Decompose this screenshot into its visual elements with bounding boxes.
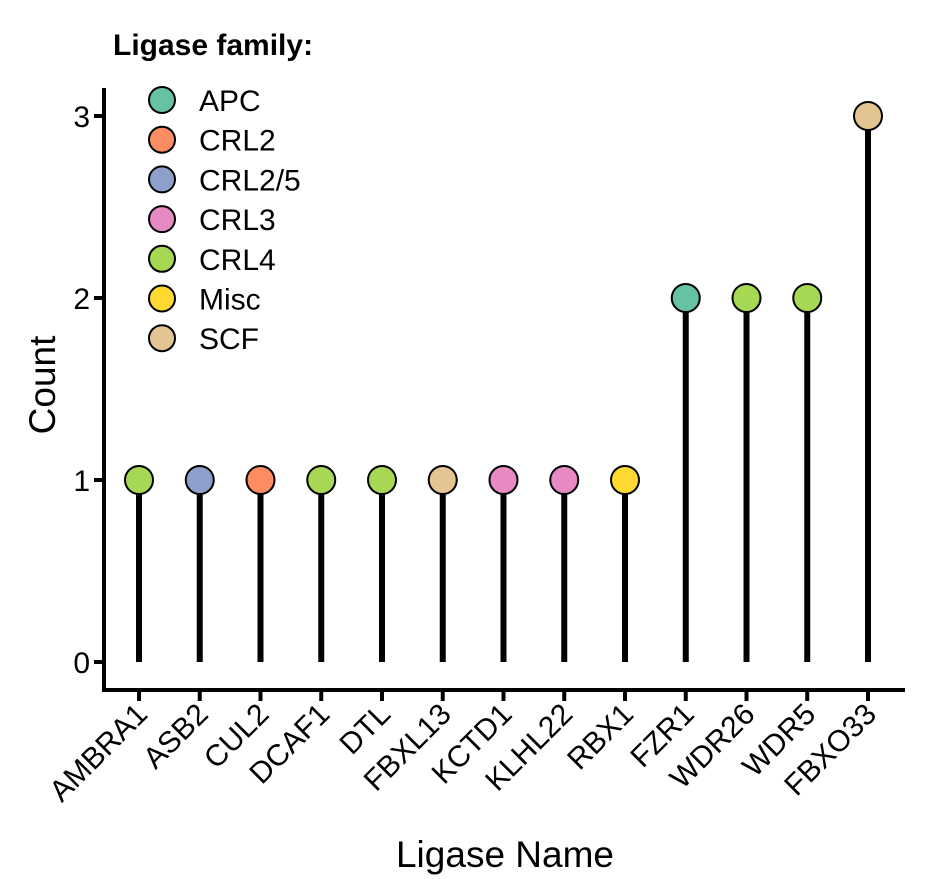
legend-label: SCF [199, 323, 259, 356]
x-ticks: AMBRA1ASB2CUL2DCAF1DTLFBXL13KCTD1KLHL22R… [43, 690, 883, 808]
y-tick-label: 0 [73, 647, 90, 680]
legend-label: CRL2/5 [199, 164, 301, 197]
legend-swatch [148, 284, 176, 313]
legend-title: Ligase family: [113, 29, 313, 62]
y-tick-label: 3 [73, 101, 90, 134]
legend-swatch [148, 165, 176, 194]
lollipop-dot [367, 465, 397, 495]
y-tick-label: 2 [73, 283, 90, 316]
legend-label: APC [199, 85, 261, 118]
lollipop-dot [124, 465, 154, 495]
legend-swatch [148, 244, 176, 273]
lollipop-dot [792, 283, 823, 313]
legend-label: CRL2 [199, 125, 276, 158]
legend-label: Misc [199, 284, 261, 317]
y-axis: 0 1 2 3 [73, 88, 106, 690]
lollipop-dot [306, 465, 337, 495]
x-axis-title: Ligase Name [396, 834, 614, 875]
legend-swatch [148, 125, 176, 154]
y-ticks: 0 1 2 3 [73, 101, 104, 680]
lollipop-dot [670, 283, 701, 313]
lollipop-stems [136, 116, 871, 662]
legend-swatch [148, 324, 176, 353]
lollipop-dot [488, 465, 519, 495]
lollipop-dot [549, 465, 580, 495]
legend-label: CRL3 [199, 204, 276, 237]
legend: Ligase family: APC CRL2 CRL2/5 CRL3 CRL4 Misc… [113, 29, 313, 356]
y-axis-title: Count [22, 335, 63, 434]
lollipop-dot [245, 465, 276, 495]
lollipop-dot [731, 283, 762, 313]
lollipop-dot [184, 465, 215, 495]
legend-label: CRL4 [199, 244, 276, 277]
x-axis: AMBRA1ASB2CUL2DCAF1DTLFBXL13KCTD1KLHL22R… [43, 688, 905, 808]
lollipop-dot [610, 465, 640, 495]
y-tick-label: 1 [73, 465, 90, 498]
legend-items: APC CRL2 CRL2/5 CRL3 CRL4 Misc SCF [148, 85, 301, 356]
lollipop-dots [124, 101, 883, 495]
x-tick-label: RBX1 [561, 698, 640, 777]
x-tick-label: ASB2 [137, 698, 215, 776]
legend-swatch [148, 205, 176, 234]
lollipop-dot [853, 101, 883, 131]
lollipop-dot [427, 465, 458, 495]
legend-swatch [148, 86, 176, 114]
